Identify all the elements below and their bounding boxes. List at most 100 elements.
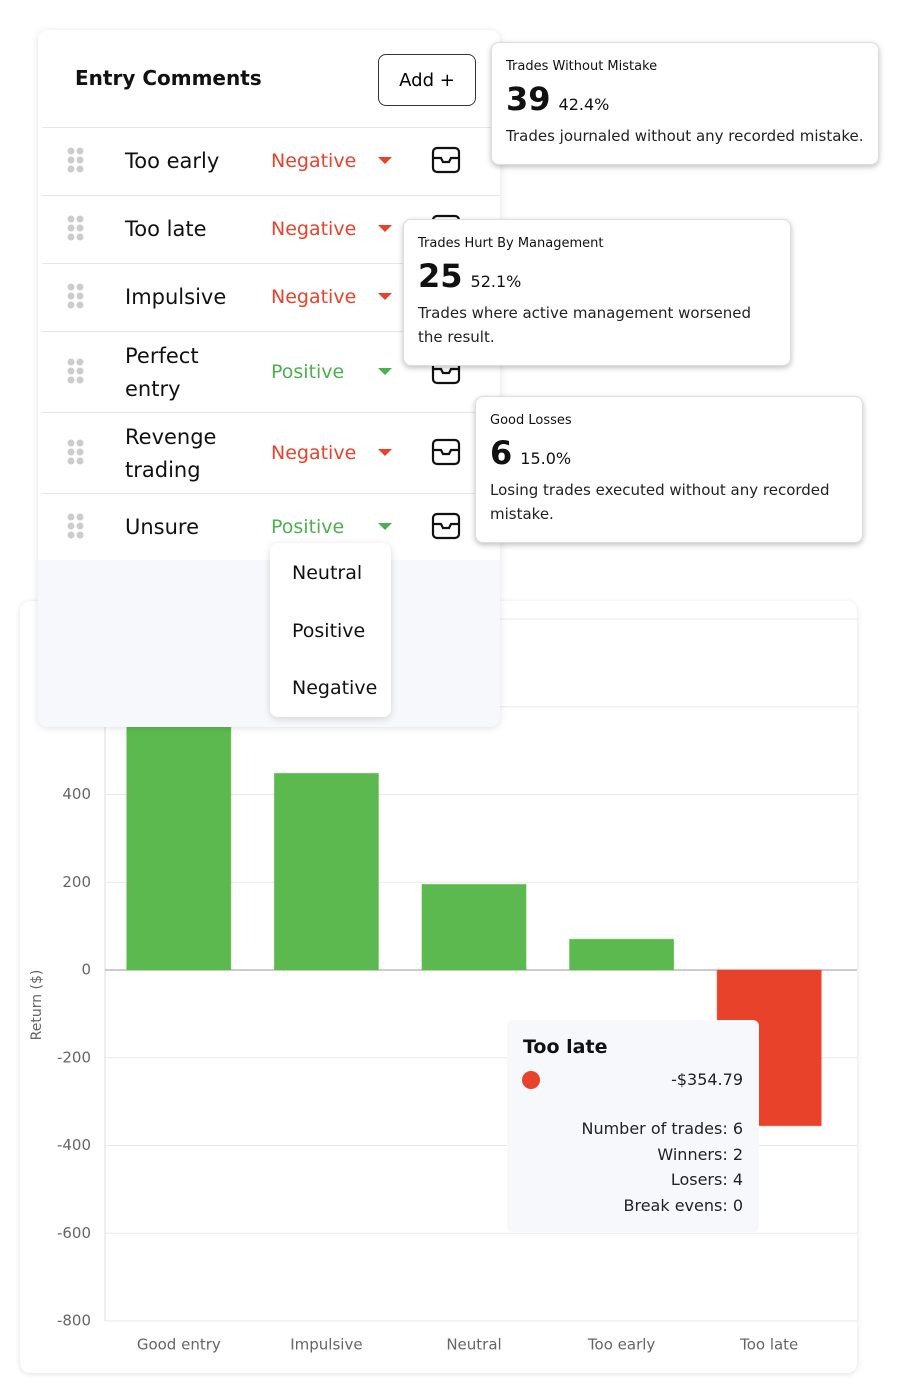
- tooltip-line: Break evens: 0: [623, 1195, 744, 1215]
- grip-dot: [76, 457, 84, 464]
- drag-handle[interactable]: [66, 358, 86, 384]
- card-figures: 6 15.0%: [490, 428, 848, 472]
- x-tick-label: Too late: [739, 1336, 798, 1354]
- dropdown-arrow[interactable]: [378, 367, 392, 376]
- dropdown-arrow[interactable]: [378, 157, 392, 165]
- y-tick-label: -400: [57, 1136, 91, 1154]
- icon-box: [431, 512, 461, 539]
- grip-dot: [76, 439, 84, 446]
- sentiment[interactable]: Negative: [271, 218, 357, 240]
- card-title: Trades Hurt By Management: [418, 236, 604, 251]
- grip-dot: [67, 513, 75, 520]
- bar: [126, 697, 232, 971]
- grip-dot: [67, 165, 75, 173]
- dropdown-option[interactable]: Positive: [292, 619, 366, 642]
- grip-dot: [76, 301, 84, 309]
- chart-card: -800-600-400-2000200400600800Return ($)G…: [20, 601, 857, 1373]
- card-title: Trades Without Mistake: [506, 59, 658, 74]
- drag-handle[interactable]: [66, 215, 86, 241]
- drag-handle[interactable]: [66, 147, 86, 173]
- card-percent: 52.1%: [470, 272, 522, 291]
- y-tick-label: -200: [57, 1048, 91, 1066]
- dropdown-option[interactable]: Neutral: [292, 562, 363, 584]
- grip-dot: [76, 165, 84, 173]
- drag-handle[interactable]: [66, 513, 86, 539]
- y-tick-label: -600: [57, 1224, 91, 1242]
- drag-handle[interactable]: [66, 439, 86, 465]
- panel-title: Entry Comments: [75, 66, 262, 90]
- grip-dot: [67, 522, 75, 529]
- grip-dot: [76, 215, 84, 223]
- archive-icon[interactable]: [431, 438, 461, 466]
- grip-dot: [67, 283, 75, 291]
- archive-icon[interactable]: [431, 146, 461, 174]
- grip-dot: [67, 301, 75, 309]
- archive-icon[interactable]: [431, 512, 461, 540]
- sentiment[interactable]: Positive: [271, 360, 345, 383]
- card-count: 25: [418, 257, 463, 295]
- comment-name: Unsure: [125, 514, 200, 539]
- sentiment[interactable]: Negative: [271, 441, 357, 464]
- comment-row: Perfect entry Positive: [42, 331, 500, 413]
- sentiment[interactable]: Positive: [271, 515, 345, 538]
- x-tick-label: Good entry: [137, 1336, 221, 1354]
- arrow: [378, 225, 392, 232]
- sentiment[interactable]: Negative: [271, 150, 357, 172]
- tooltip-value: -$354.79: [671, 1070, 743, 1089]
- card-figures: 25 52.1%: [418, 251, 776, 295]
- y-tick-label: 400: [62, 785, 91, 803]
- y-tick-label: 200: [62, 873, 91, 891]
- stat-card: Trades Without Mistake 39 42.4% Trades jour…: [491, 42, 879, 165]
- dropdown-arrow[interactable]: [378, 293, 392, 301]
- icon-box: [431, 438, 461, 465]
- stat-card: Good Losses 6 15.0% Losing trades executed …: [475, 396, 863, 543]
- entry-comments-panel: Entry Comments Add + Too early Negative To…: [38, 30, 500, 727]
- tooltip-line: Winners: 2: [657, 1144, 743, 1164]
- y-axis-label: Return ($): [29, 970, 45, 1041]
- card-description: Losing trades executed without any recor…: [490, 481, 830, 523]
- arrow: [378, 367, 392, 375]
- card-title: Good Losses: [490, 413, 572, 428]
- grip-dot: [67, 376, 75, 383]
- bar: [273, 772, 379, 971]
- grip-dot: [76, 156, 84, 164]
- dropdown-arrow[interactable]: [378, 225, 392, 233]
- grip-dot: [76, 358, 84, 365]
- grip-dot: [76, 283, 84, 291]
- comment-row: Too late Negative: [42, 195, 500, 264]
- x-tick-label: Too early: [587, 1336, 655, 1354]
- arrow: [378, 157, 392, 164]
- card-percent: 42.4%: [558, 95, 610, 114]
- icon-line: [433, 522, 459, 529]
- icon-line: [433, 367, 459, 374]
- tooltip-dot: [522, 1071, 540, 1089]
- comment-row: Impulsive Negative: [42, 263, 500, 332]
- dropdown-arrow[interactable]: [378, 522, 392, 531]
- grip-dot: [67, 531, 75, 538]
- dropdown-option[interactable]: Negative: [292, 677, 378, 699]
- comment-name: Too early: [125, 149, 220, 173]
- chart-tooltip: Too late -$354.79 Number of trades: 6 Win…: [507, 1020, 759, 1232]
- icon-box: [431, 146, 461, 174]
- grip-dot: [76, 147, 84, 155]
- stat-card: Trades Hurt By Management 25 52.1% Trades w…: [403, 219, 791, 366]
- arrow: [378, 522, 392, 530]
- add-button[interactable]: Add +: [378, 54, 476, 106]
- grip-dot: [76, 376, 84, 383]
- dropdown-arrow[interactable]: [378, 448, 392, 457]
- grip-dot: [67, 233, 75, 241]
- sentiment-dropdown: Neutral Positive Negative: [270, 543, 391, 717]
- grip-dot: [67, 448, 75, 455]
- y-tick-label: 0: [81, 961, 91, 979]
- drag-handle[interactable]: [66, 283, 86, 309]
- card-percent: 15.0%: [520, 449, 572, 468]
- bar: [421, 883, 527, 971]
- sentiment[interactable]: Negative: [271, 286, 357, 308]
- comment-row: Revenge trading Negative: [42, 412, 500, 494]
- card-figures: 39 42.4%: [506, 74, 864, 118]
- comment-row: Unsure Positive: [42, 493, 500, 561]
- grip-dot: [67, 367, 75, 374]
- card-count: 6: [490, 434, 513, 472]
- grip-dot: [76, 513, 84, 520]
